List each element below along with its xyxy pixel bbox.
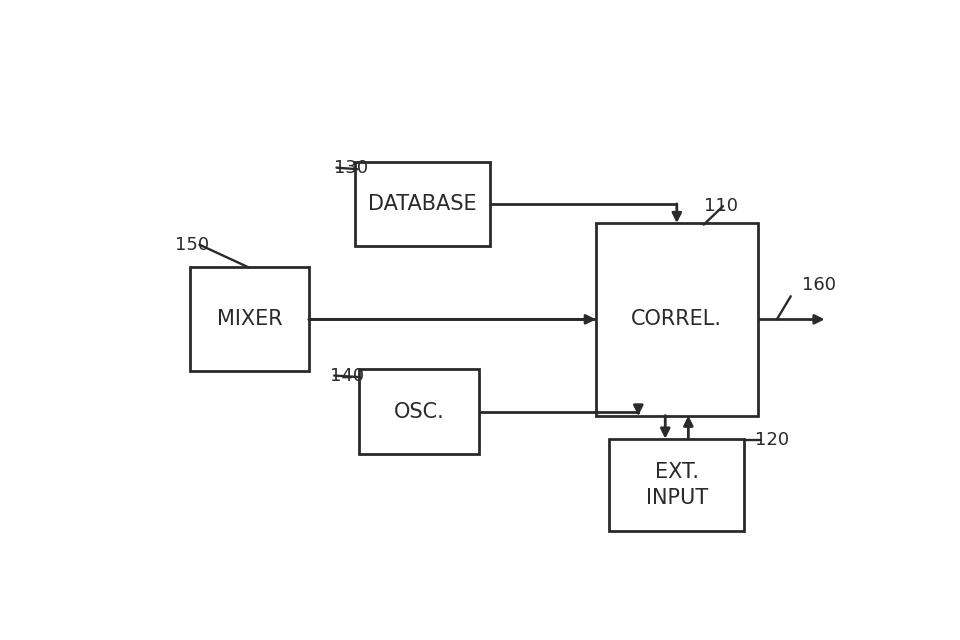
Text: 120: 120	[756, 431, 789, 449]
Text: MIXER: MIXER	[217, 309, 282, 330]
Bar	[596, 223, 757, 415]
Text: 130: 130	[334, 159, 369, 177]
Text: CORREL.: CORREL.	[632, 309, 722, 330]
Text: EXT.
INPUT: EXT. INPUT	[646, 461, 708, 508]
Text: 110: 110	[704, 197, 737, 215]
Bar	[190, 268, 309, 371]
Text: DATABASE: DATABASE	[369, 194, 477, 214]
Text: OSC.: OSC.	[394, 402, 444, 422]
Text: 160: 160	[802, 276, 835, 294]
Bar	[359, 369, 478, 454]
Bar	[610, 438, 744, 531]
Text: 150: 150	[175, 236, 209, 253]
Text: 140: 140	[330, 367, 365, 385]
Bar	[355, 161, 490, 246]
